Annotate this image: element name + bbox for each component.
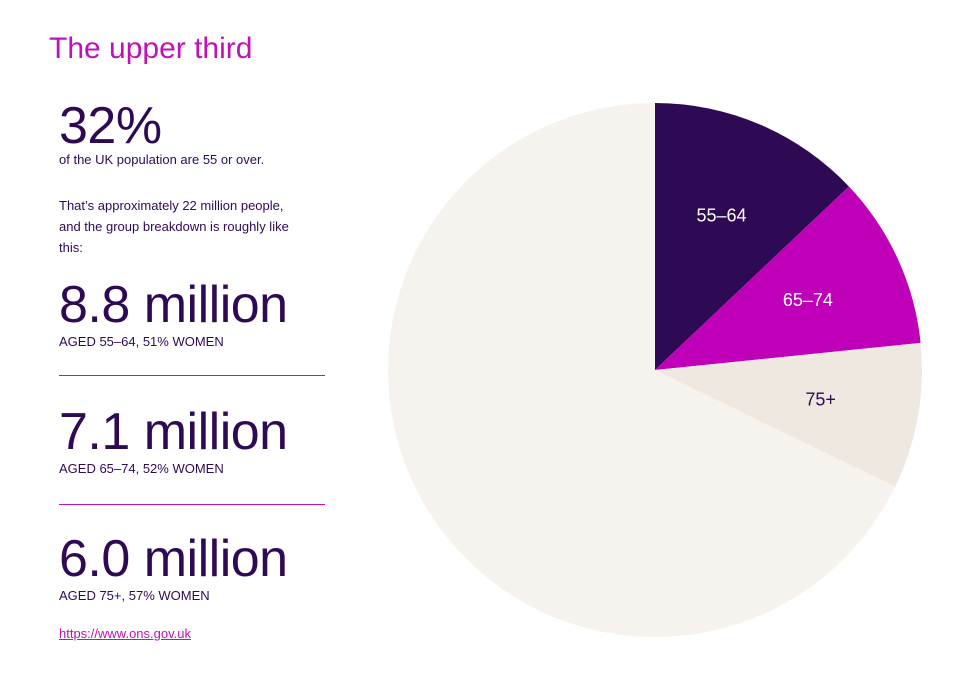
pie-label: 75+ [805, 389, 836, 409]
headline-caption: of the UK population are 55 or over. [59, 152, 265, 167]
pie-slice-75+ [655, 342, 922, 487]
divider [59, 375, 325, 376]
pie-label: 55–64 [696, 206, 746, 226]
ons-source-link[interactable]: https://www.ons.gov.uk [59, 626, 191, 641]
group-value-75-plus: 6.0 million [59, 530, 288, 588]
pie-slice-55–64 [655, 103, 849, 370]
group-caption-75-plus: AGED 75+, 57% WOMEN [59, 588, 210, 603]
group-caption-55-64: AGED 55–64, 51% WOMEN [59, 334, 224, 349]
page-title: The upper third [49, 32, 253, 65]
group-value-55-64: 8.8 million [59, 276, 288, 334]
pie-slice-rest [387, 102, 896, 637]
headline-percent: 32% [59, 97, 162, 155]
divider [59, 504, 325, 505]
pie-label: 65–74 [783, 290, 833, 310]
group-value-65-74: 7.1 million [59, 403, 288, 461]
pie-slice-65–74 [655, 186, 921, 370]
intro-text: That’s approximately 22 million people, … [59, 198, 289, 255]
group-caption-65-74: AGED 65–74, 52% WOMEN [59, 461, 224, 476]
